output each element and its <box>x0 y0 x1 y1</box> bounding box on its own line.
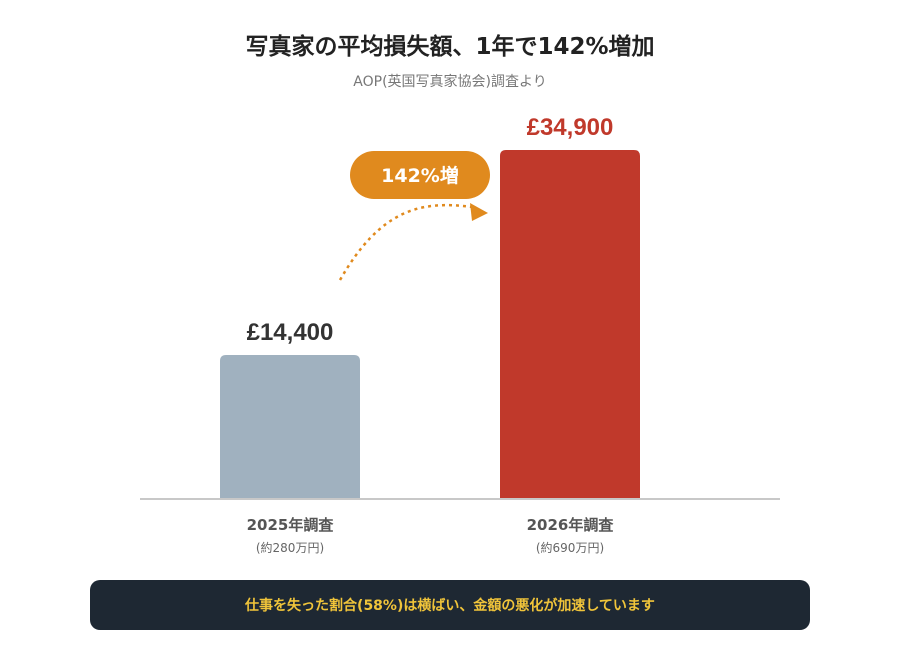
category-sublabel: (約690万円) <box>536 540 604 555</box>
category-sublabel: (約280万円) <box>256 540 324 555</box>
footer-text: 仕事を失った割合(58%)は横ばい、金額の悪化が加速しています <box>245 598 655 614</box>
bars-layer: £14,400 2025年調査 (約280万円) £34,900 2026年調査 (約69… <box>220 114 640 555</box>
bar-1 <box>220 355 360 499</box>
bar-value-label: £14,400 <box>247 319 334 346</box>
category-label: 2025年調査 <box>247 516 335 534</box>
bar-value-label: £34,900 <box>527 114 614 141</box>
category-label: 2026年調査 <box>527 516 615 534</box>
growth-annotation: 142%増 <box>338 151 490 281</box>
growth-arrowhead-icon <box>470 203 488 221</box>
bar-2 <box>500 150 640 499</box>
chart-title: 写真家の平均損失額、1年で142%増加 <box>245 33 654 60</box>
growth-badge <box>350 151 490 199</box>
footer-banner: 仕事を失った割合(58%)は横ばい、金額の悪化が加速しています <box>90 580 810 630</box>
bar-group: £14,400 2025年調査 (約280万円) <box>220 319 360 555</box>
growth-badge-label: 142%増 <box>381 164 459 187</box>
growth-arrow-path <box>338 203 473 281</box>
chart-subtitle: AOP(英国写真家協会)調査より <box>353 73 546 90</box>
bar-group: £34,900 2026年調査 (約690万円) <box>500 114 640 555</box>
